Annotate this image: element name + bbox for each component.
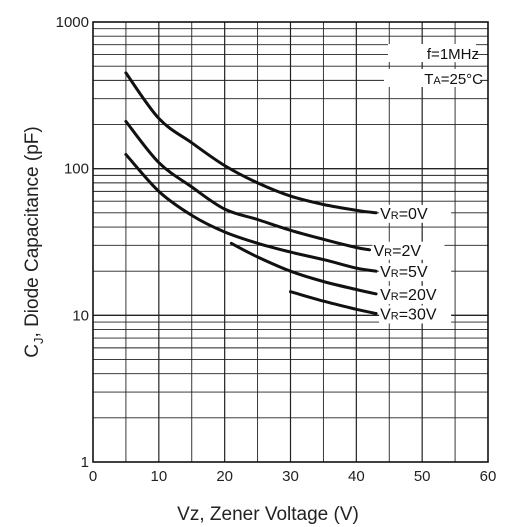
series-line xyxy=(124,119,371,252)
y-axis-label: CJ, Diode Capacitance (pF) xyxy=(22,126,46,357)
x-tick-label: 10 xyxy=(150,468,167,485)
series-line xyxy=(124,153,378,273)
series-label-rest: =5V xyxy=(399,264,428,281)
series-label-rest: =20V xyxy=(399,287,437,304)
y-tick-label: 10 xyxy=(72,307,89,324)
series-label-main: V xyxy=(380,264,391,281)
y-axis-label-rest: , Diode Capacitance (pF) xyxy=(22,126,43,337)
series-curves xyxy=(124,71,378,315)
series-label-background xyxy=(379,305,452,324)
series-label-rest: =30V xyxy=(399,306,437,323)
series-label-sub: R xyxy=(391,210,399,222)
x-tick-label: 50 xyxy=(414,468,431,485)
series-label-sub: R xyxy=(391,268,399,280)
series-label-background xyxy=(379,204,452,223)
annotations: f=1MHz TA=25°C xyxy=(384,44,483,88)
series-label-sub: R xyxy=(391,310,399,322)
series-label-background xyxy=(379,263,452,282)
series-label: VR=2V xyxy=(374,243,422,260)
annotation-temp-rest: =25°C xyxy=(441,71,483,88)
x-tick-label: 0 xyxy=(89,468,97,485)
x-tick-label: 30 xyxy=(282,468,299,485)
tick-labels: 0 10 20 30 40 50 60 1 10 100 1000 xyxy=(56,14,497,485)
series-label-main: V xyxy=(374,243,385,260)
series-label-rest: =2V xyxy=(392,243,421,260)
y-tick-label: 100 xyxy=(64,161,89,178)
series-label-rest: =0V xyxy=(399,206,428,223)
annotation-frequency: f=1MHz xyxy=(427,46,479,63)
annotation-temp-sub: A xyxy=(433,75,441,87)
x-tick-label: 40 xyxy=(348,468,365,485)
x-axis-label: Vz, Zener Voltage (V) xyxy=(177,504,359,525)
series-label-main: V xyxy=(380,287,391,304)
series-line xyxy=(229,241,378,296)
annotation-temp-main: T xyxy=(424,71,433,88)
series-label-sub: R xyxy=(384,247,392,259)
y-tick-label: 1 xyxy=(81,454,89,471)
series-label-background xyxy=(372,241,445,260)
y-axis-label-main: C xyxy=(22,344,43,358)
series-line xyxy=(289,290,378,315)
series-label-main: V xyxy=(380,206,391,223)
annotation-temperature: TA=25°C xyxy=(424,71,483,88)
series-label: VR=20V xyxy=(380,287,437,304)
x-tick-label: 20 xyxy=(216,468,233,485)
series-label: VR=0V xyxy=(380,206,428,223)
series-label-sub: R xyxy=(391,291,399,303)
y-axis-label-sub: J xyxy=(31,337,46,344)
series-label-main: V xyxy=(380,306,391,323)
series-label-background xyxy=(379,285,452,304)
x-tick-label: 60 xyxy=(480,468,497,485)
series-label: VR=30V xyxy=(380,306,437,323)
series-label: VR=5V xyxy=(380,264,428,281)
y-tick-label: 1000 xyxy=(56,14,89,31)
annotation-background xyxy=(388,44,476,62)
series-line xyxy=(124,71,378,215)
annotation-background xyxy=(384,69,480,87)
plot-frame xyxy=(92,21,489,463)
